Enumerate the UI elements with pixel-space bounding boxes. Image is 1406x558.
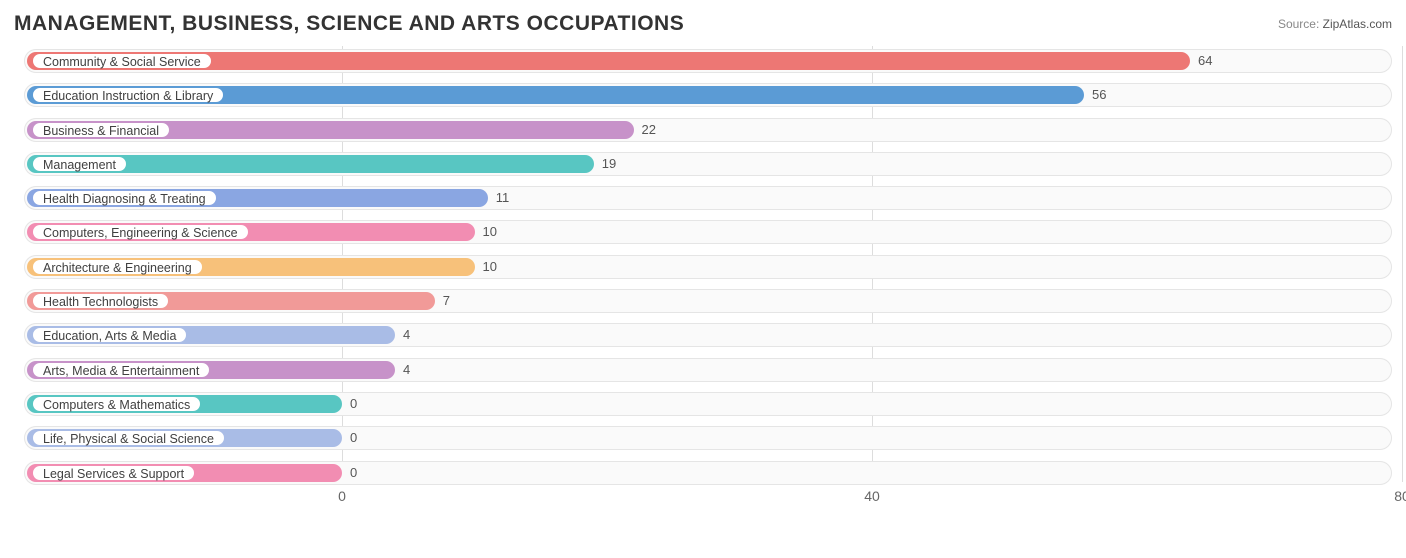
bar-row: Health Diagnosing & Treating 11 bbox=[24, 183, 1392, 213]
bar-row: Health Technologists 7 bbox=[24, 286, 1392, 316]
bar-row: Community & Social Service 64 bbox=[24, 46, 1392, 76]
bar-value-label: 10 bbox=[483, 224, 497, 240]
bar-category-pill: Education Instruction & Library bbox=[32, 87, 224, 103]
bar-row: Legal Services & Support 0 bbox=[24, 458, 1392, 488]
gridline bbox=[1402, 46, 1403, 482]
bar-category-pill: Architecture & Engineering bbox=[32, 259, 203, 275]
bar-category-pill: Community & Social Service bbox=[32, 53, 212, 69]
bar-row: Arts, Media & Entertainment 4 bbox=[24, 355, 1392, 385]
bar-value-label: 4 bbox=[403, 362, 410, 378]
bar-category-pill: Computers & Mathematics bbox=[32, 396, 201, 412]
bar-value-label: 22 bbox=[642, 122, 656, 138]
bar-value-label: 4 bbox=[403, 327, 410, 343]
bar-row: Computers, Engineering & Science 10 bbox=[24, 217, 1392, 247]
bar-value-label: 0 bbox=[350, 430, 357, 446]
bar-value-label: 0 bbox=[350, 465, 357, 481]
bar-row: Education Instruction & Library 56 bbox=[24, 80, 1392, 110]
chart-area: 04080Community & Social Service64Educati… bbox=[14, 46, 1392, 526]
source-prefix: Source: bbox=[1278, 17, 1323, 31]
bar-value-label: 11 bbox=[496, 190, 510, 206]
bar-value-label: 56 bbox=[1092, 87, 1106, 103]
bar-row: Business & Financial 22 bbox=[24, 115, 1392, 145]
bar-row: Architecture & Engineering 10 bbox=[24, 252, 1392, 282]
bar-category-pill: Legal Services & Support bbox=[32, 465, 195, 481]
bar-category-pill: Management bbox=[32, 156, 127, 172]
bar-category-pill: Arts, Media & Entertainment bbox=[32, 362, 210, 378]
bar-row: Education, Arts & Media 4 bbox=[24, 320, 1392, 350]
bar-category-pill: Education, Arts & Media bbox=[32, 327, 187, 343]
bar-value-label: 7 bbox=[443, 293, 450, 309]
chart-plot: 04080Community & Social Service64Educati… bbox=[24, 46, 1392, 506]
chart-title: MANAGEMENT, BUSINESS, SCIENCE AND ARTS O… bbox=[14, 12, 684, 36]
bar-category-pill: Business & Financial bbox=[32, 122, 170, 138]
bar-row: Computers & Mathematics 0 bbox=[24, 389, 1392, 419]
bar-category-pill: Life, Physical & Social Science bbox=[32, 430, 225, 446]
bar-category-pill: Health Technologists bbox=[32, 293, 169, 309]
chart-source: Source: ZipAtlas.com bbox=[1278, 17, 1392, 31]
bar-category-pill: Computers, Engineering & Science bbox=[32, 224, 249, 240]
x-tick-label: 40 bbox=[864, 488, 880, 504]
bar-value-label: 64 bbox=[1198, 53, 1212, 69]
bar-value-label: 0 bbox=[350, 396, 357, 412]
x-tick-label: 0 bbox=[338, 488, 346, 504]
x-tick-label: 80 bbox=[1394, 488, 1406, 504]
chart-container: MANAGEMENT, BUSINESS, SCIENCE AND ARTS O… bbox=[0, 0, 1406, 558]
bar-row: Management 19 bbox=[24, 149, 1392, 179]
bar-row: Life, Physical & Social Science 0 bbox=[24, 423, 1392, 453]
source-name: ZipAtlas.com bbox=[1323, 17, 1392, 31]
bar-category-pill: Health Diagnosing & Treating bbox=[32, 190, 217, 206]
chart-header: MANAGEMENT, BUSINESS, SCIENCE AND ARTS O… bbox=[14, 8, 1392, 40]
bar-value-label: 19 bbox=[602, 156, 616, 172]
bar-value-label: 10 bbox=[483, 259, 497, 275]
